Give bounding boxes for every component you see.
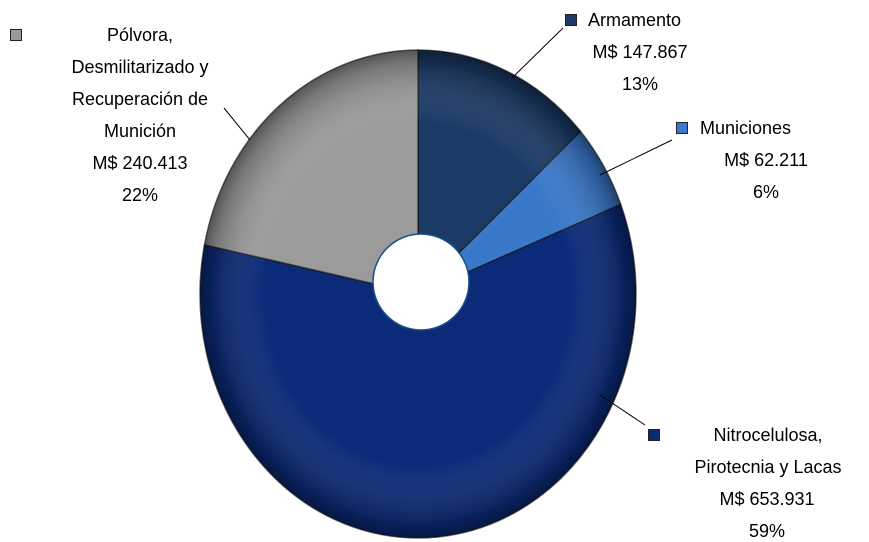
legend-marker bbox=[565, 14, 577, 26]
slice-name: Pólvora, Desmilitarizado y Recuperación … bbox=[71, 25, 209, 141]
legend-marker bbox=[648, 429, 660, 441]
legend-marker bbox=[676, 122, 688, 134]
slice-name: Armamento bbox=[588, 10, 682, 30]
percent-label: 22% bbox=[121, 185, 159, 205]
legend-marker bbox=[10, 29, 22, 41]
amount-label: M$ 653.931 bbox=[719, 489, 815, 509]
leader-line bbox=[223, 107, 251, 141]
slice-name: Municiones bbox=[700, 118, 792, 138]
percent-label: 13% bbox=[621, 74, 659, 94]
amount-label: M$ 147.867 bbox=[592, 42, 688, 62]
amount-label: M$ 62.211 bbox=[724, 150, 808, 170]
pie-hole bbox=[372, 233, 470, 331]
amount-label: M$ 240.413 bbox=[92, 153, 188, 173]
percent-label: 59% bbox=[748, 521, 786, 541]
leader-line bbox=[599, 139, 673, 176]
slice-name: Nitrocelulosa, Pirotecnia y Lacas bbox=[694, 425, 842, 477]
leader-line bbox=[511, 27, 564, 79]
percent-label: 6% bbox=[752, 182, 779, 202]
